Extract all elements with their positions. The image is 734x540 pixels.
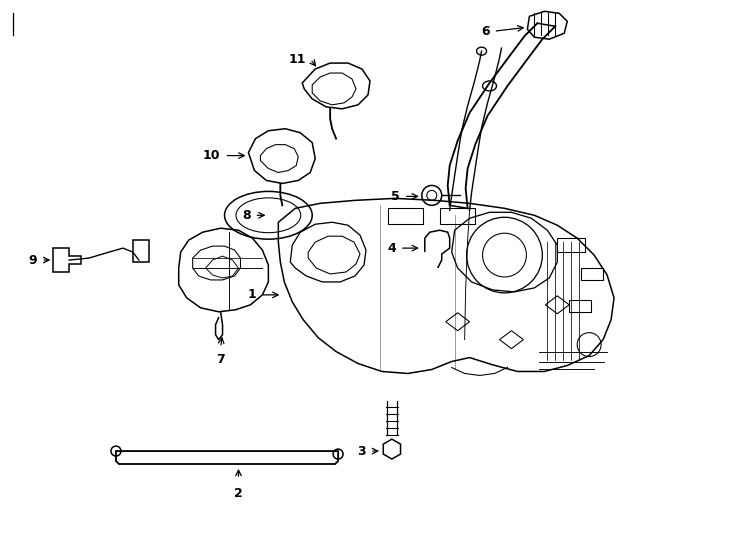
Text: 6: 6 [481, 25, 490, 38]
Bar [557, 238, 585, 252]
Text: 5: 5 [391, 190, 400, 203]
Bar [570, 300, 591, 312]
Text: 11: 11 [288, 52, 306, 65]
Bar [388, 208, 423, 224]
Bar [581, 268, 603, 280]
Text: 7: 7 [217, 353, 225, 366]
Text: 10: 10 [203, 149, 220, 162]
Bar [440, 208, 475, 224]
Text: 1: 1 [247, 288, 256, 301]
Text: 8: 8 [241, 209, 250, 222]
Text: 9: 9 [29, 254, 37, 267]
Text: 3: 3 [357, 444, 366, 457]
Text: 2: 2 [234, 487, 243, 500]
Text: 4: 4 [387, 241, 396, 255]
